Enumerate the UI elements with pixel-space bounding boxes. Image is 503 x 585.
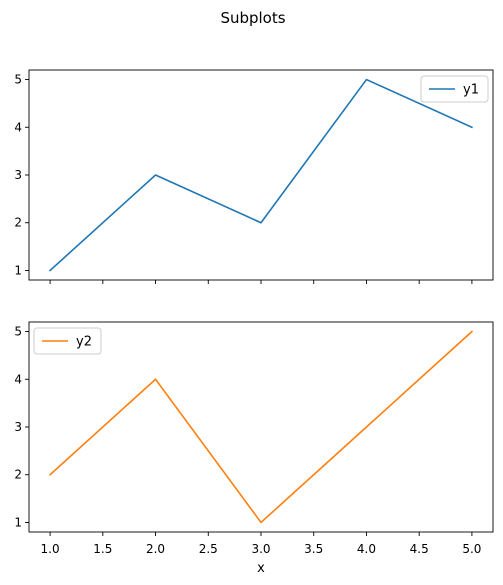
x-tick-label: 4.5 xyxy=(410,542,429,556)
legend-label: y2 xyxy=(76,335,92,350)
x-tick-label: 2.0 xyxy=(146,542,165,556)
x-tick-label: 3.5 xyxy=(304,542,323,556)
legend: y1 xyxy=(420,75,489,103)
legend: y2 xyxy=(33,327,102,355)
y-tick-label: 2 xyxy=(14,216,22,230)
series-line-y1 xyxy=(48,78,473,272)
x-tick-label: 1.0 xyxy=(41,542,60,556)
legend-label: y1 xyxy=(463,83,479,98)
x-tick-label: 1.5 xyxy=(93,542,112,556)
x-axis-label: x xyxy=(257,561,265,576)
y-tick-label: 1 xyxy=(14,263,22,277)
series-line-y2 xyxy=(48,330,474,524)
x-tick-label: 3.0 xyxy=(251,542,270,556)
y-tick-label: 4 xyxy=(14,372,22,386)
x-tick-label: 2.5 xyxy=(199,542,218,556)
subplots: 1 2 3 4 5 y1 1 2 3 4 5 1.0 1.5 2.0 2.5 3.0 3.5 4.0 4.5 5.0 x… xyxy=(14,69,494,576)
x-tick-label: 4.0 xyxy=(357,542,376,556)
y-tick-label: 1 xyxy=(14,515,22,529)
y-tick-label: 3 xyxy=(14,168,22,182)
y-tick-label: 4 xyxy=(14,120,22,134)
figure-title: Subplots xyxy=(220,9,285,27)
y-tick-label: 5 xyxy=(14,325,22,339)
y-tick-label: 3 xyxy=(14,420,22,434)
y-tick-label: 2 xyxy=(14,468,22,482)
subplot-1: 1 2 3 4 5 y1 xyxy=(14,69,494,284)
x-tick-label: 5.0 xyxy=(462,542,481,556)
y-tick-label: 5 xyxy=(14,73,22,87)
subplot-2: 1 2 3 4 5 1.0 1.5 2.0 2.5 3.0 3.5 4.0 4.5 5.0 x y2 xyxy=(14,321,494,576)
